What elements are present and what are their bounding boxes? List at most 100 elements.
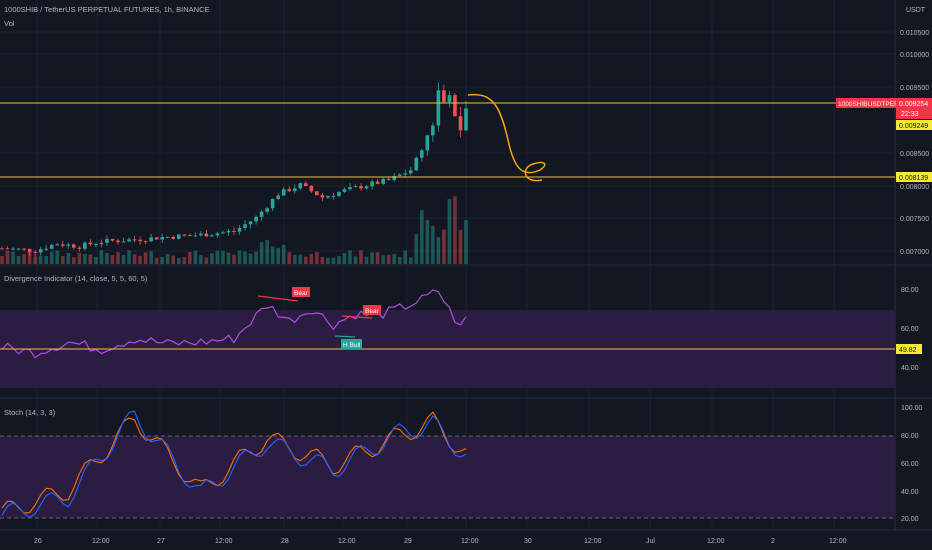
- candle-body: [436, 90, 441, 126]
- volume-bar: [0, 256, 4, 264]
- stoch-band: [0, 436, 895, 518]
- volume-bar: [204, 257, 209, 264]
- volume-bar: [188, 251, 192, 264]
- volume-bar: [110, 255, 115, 264]
- volume-bar: [337, 256, 341, 264]
- candle-body: [60, 244, 65, 246]
- price-tick: 0.009500: [900, 85, 929, 92]
- volume-bar: [165, 254, 170, 264]
- candle-body: [210, 235, 214, 237]
- bear-divergence-line: [257, 295, 299, 302]
- volume-bar: [359, 250, 363, 264]
- volume-bar: [193, 250, 198, 264]
- candle-body: [171, 236, 176, 239]
- time-axis[interactable]: 26 12:00 27 12:00 28 12:00 29 12:00 30 1…: [34, 538, 847, 545]
- volume-bar: [353, 256, 358, 264]
- volume-bar: [348, 250, 352, 264]
- volume-bar: [88, 254, 93, 264]
- candle-body: [392, 175, 396, 180]
- stoch-title[interactable]: Stoch (14, 3, 3): [4, 408, 56, 417]
- candle-body: [397, 174, 402, 176]
- time-tick: 27: [157, 538, 165, 545]
- candle-body: [287, 189, 292, 192]
- volume-bar: [331, 257, 336, 264]
- candle-body: [154, 237, 159, 240]
- candle-body: [420, 150, 424, 158]
- volume-bar: [431, 225, 435, 264]
- volume-bar: [270, 246, 275, 264]
- candle-body: [193, 235, 198, 237]
- projection-curve-drawing[interactable]: [467, 93, 546, 182]
- candle-body: [309, 185, 314, 192]
- price-tick: 0.008000: [900, 184, 929, 191]
- candle-body: [77, 247, 82, 249]
- price-tick: 0.010000: [900, 52, 929, 59]
- bear-signal-text: Bear: [365, 308, 380, 315]
- candle-body: [270, 198, 275, 209]
- volume-bar: [38, 255, 43, 264]
- divergence-indicator-title[interactable]: Divergence Indicator (14, close, 5, 5, 6…: [4, 274, 148, 283]
- time-tick: 12:00: [584, 538, 602, 545]
- volume-bar: [453, 196, 457, 264]
- volume-bar: [121, 255, 126, 264]
- candle-body: [143, 241, 148, 243]
- rsi-level-tag-text: 49.82: [899, 347, 917, 354]
- candle-body: [375, 181, 380, 184]
- volume-bar: [298, 254, 303, 264]
- level-tag-upper: [896, 120, 932, 130]
- candle-body: [221, 232, 225, 234]
- candle-body: [0, 248, 4, 250]
- candle-body: [370, 181, 374, 187]
- volume-bar: [27, 250, 32, 264]
- volume-bar: [44, 256, 48, 264]
- volume-bar: [55, 250, 60, 264]
- current-price-tag: [896, 98, 932, 119]
- candle-body: [359, 186, 363, 189]
- candle-body: [226, 231, 231, 233]
- candle-body: [121, 241, 126, 243]
- candle-body: [320, 195, 325, 198]
- symbol-title: 1000SHIB / TetherUS PERPETUAL FUTURES, 1…: [4, 5, 210, 14]
- level-tag-upper-text: 0.009249: [899, 123, 928, 130]
- volume-bar: [464, 219, 468, 264]
- candle-body: [353, 186, 358, 188]
- candle-body: [105, 238, 109, 243]
- volume-label: Vol: [4, 19, 15, 28]
- candle-body: [88, 242, 93, 245]
- candle-body: [116, 240, 120, 243]
- volume-bar: [420, 209, 424, 264]
- candlestick-series[interactable]: [0, 82, 468, 257]
- volume-bar: [392, 253, 396, 264]
- candle-body: [199, 233, 203, 236]
- candle-body: [337, 191, 341, 196]
- volume-bar: [364, 256, 369, 264]
- volume-bar: [414, 234, 419, 264]
- candle-body: [55, 244, 60, 246]
- volume-bar: [77, 252, 82, 264]
- volume-bar: [320, 257, 325, 264]
- candle-body: [204, 233, 209, 237]
- volume-bar: [221, 250, 225, 264]
- candle-body: [254, 216, 258, 222]
- volume-bar: [248, 253, 253, 264]
- volume-bar: [215, 250, 220, 264]
- stoch-tick: 40.00: [901, 489, 919, 496]
- volume-bar: [243, 251, 247, 264]
- volume-bar: [22, 254, 26, 264]
- main-price-axis[interactable]: 0.010500 0.010000 0.009500 0.008500 0.00…: [900, 30, 929, 256]
- current-price-text: 0.009254: [899, 101, 928, 108]
- time-tick: 26: [34, 538, 42, 545]
- candle-body: [33, 251, 37, 253]
- volume-bar: [237, 250, 242, 264]
- rsi-tick: 40.00: [901, 365, 919, 372]
- volume-bar: [94, 256, 98, 264]
- time-tick: 28: [281, 538, 289, 545]
- candle-body: [232, 231, 236, 233]
- candle-body: [243, 224, 247, 228]
- candle-body: [331, 195, 336, 197]
- volume-bar: [265, 240, 269, 264]
- stoch-tick: 20.00: [901, 516, 919, 523]
- volume-bar: [176, 257, 181, 264]
- candle-body: [298, 183, 303, 189]
